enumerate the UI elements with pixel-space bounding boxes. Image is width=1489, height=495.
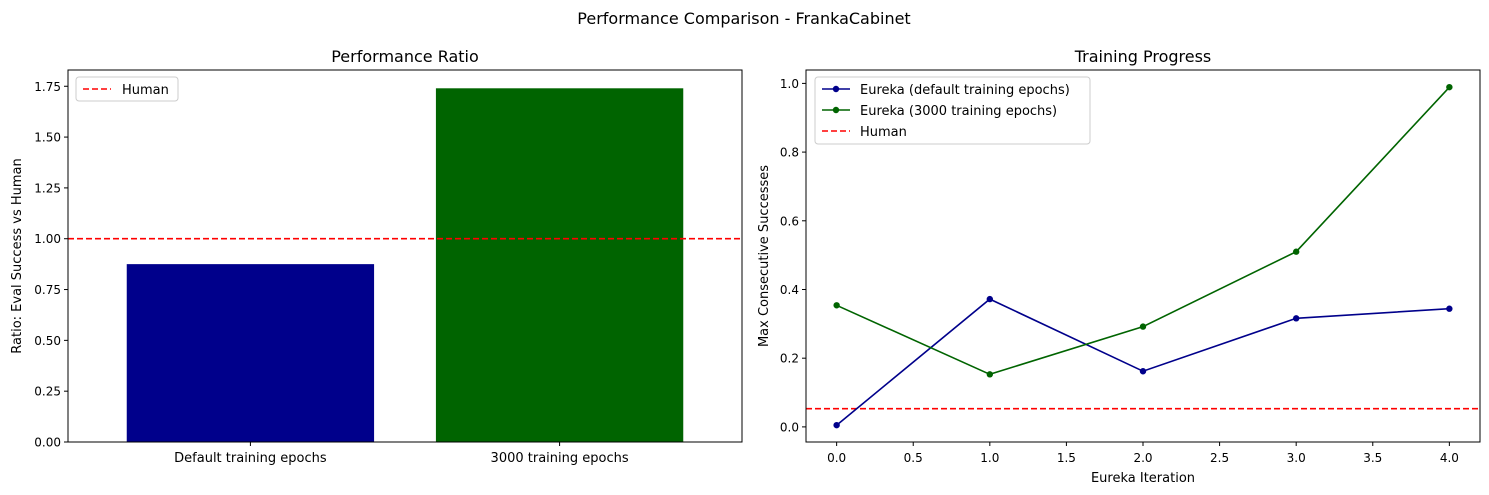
series-point-0 bbox=[1292, 315, 1300, 322]
y-tick-label: 0.8 bbox=[780, 146, 799, 160]
x-axis-label: Eureka Iteration bbox=[1091, 471, 1195, 486]
series-point-1 bbox=[1292, 248, 1300, 255]
x-tick-label: Default training epochs bbox=[174, 451, 327, 466]
training-progress-chart: Training Progress Max Consecutive Succes… bbox=[757, 47, 1481, 486]
y-tick-label: 1.50 bbox=[34, 131, 61, 145]
series-point-1 bbox=[986, 371, 994, 378]
x-tick-label: 2.5 bbox=[1210, 451, 1229, 465]
legend-label-3000: Eureka (3000 training epochs) bbox=[860, 104, 1057, 119]
x-tick-label: 4.0 bbox=[1440, 451, 1459, 465]
y-tick-label: 1.0 bbox=[780, 77, 799, 91]
y-tick-label: 0.25 bbox=[34, 385, 61, 399]
bar bbox=[435, 88, 684, 443]
series-point-0 bbox=[1446, 305, 1453, 312]
series-point-0 bbox=[833, 421, 840, 429]
chart-title: Performance Ratio bbox=[331, 47, 479, 66]
series-point-1 bbox=[1139, 323, 1147, 330]
legend: Eureka (default training epochs) Eureka … bbox=[814, 76, 1091, 145]
y-tick-label: 0.4 bbox=[780, 283, 799, 297]
x-tick-label: 0.0 bbox=[827, 451, 846, 465]
y-tick-label: 1.75 bbox=[34, 80, 61, 94]
legend-box bbox=[814, 76, 1091, 145]
legend-marker-default bbox=[832, 85, 840, 93]
y-tick-label: 0.75 bbox=[34, 283, 61, 297]
y-tick-label: 0.2 bbox=[780, 352, 799, 366]
series-point-0 bbox=[986, 295, 994, 303]
x-tick-label: 3000 training epochs bbox=[491, 451, 629, 466]
x-tick-label: 3.5 bbox=[1363, 451, 1382, 465]
legend-box bbox=[75, 76, 179, 102]
plot-frame bbox=[67, 69, 743, 443]
x-tick-label: 1.0 bbox=[980, 451, 999, 465]
legend-label-human: Human bbox=[122, 83, 169, 98]
figure-suptitle: Performance Comparison - FrankaCabinet bbox=[577, 9, 910, 28]
series-line-0 bbox=[836, 298, 1450, 426]
series-point-1 bbox=[1446, 83, 1453, 91]
legend-label-default: Eureka (default training epochs) bbox=[860, 83, 1070, 98]
x-tick-label: 1.5 bbox=[1057, 451, 1076, 465]
y-tick-label: 0.6 bbox=[780, 214, 799, 228]
plot-frame bbox=[805, 69, 1481, 443]
legend: Human bbox=[75, 76, 179, 102]
x-tick-label: 3.0 bbox=[1287, 451, 1306, 465]
x-tick-label: 0.5 bbox=[904, 451, 923, 465]
chart-title: Training Progress bbox=[1074, 47, 1212, 66]
y-tick-label: 1.00 bbox=[34, 232, 61, 246]
y-tick-label: 0.0 bbox=[780, 420, 799, 434]
legend-marker-3000 bbox=[832, 106, 840, 114]
bar bbox=[126, 264, 375, 442]
series-point-0 bbox=[1139, 368, 1147, 375]
x-tick-label: 2.0 bbox=[1133, 451, 1152, 465]
series-point-1 bbox=[833, 302, 840, 309]
legend-label-human: Human bbox=[860, 125, 907, 140]
y-tick-label: 0.00 bbox=[34, 436, 61, 450]
performance-ratio-chart: Performance Ratio Ratio: Eval Success vs… bbox=[10, 47, 743, 466]
y-axis-label: Ratio: Eval Success vs Human bbox=[10, 158, 25, 353]
y-axis-label: Max Consecutive Successes bbox=[757, 165, 772, 347]
y-tick-label: 0.50 bbox=[34, 334, 61, 348]
y-tick-label: 1.25 bbox=[34, 181, 61, 195]
